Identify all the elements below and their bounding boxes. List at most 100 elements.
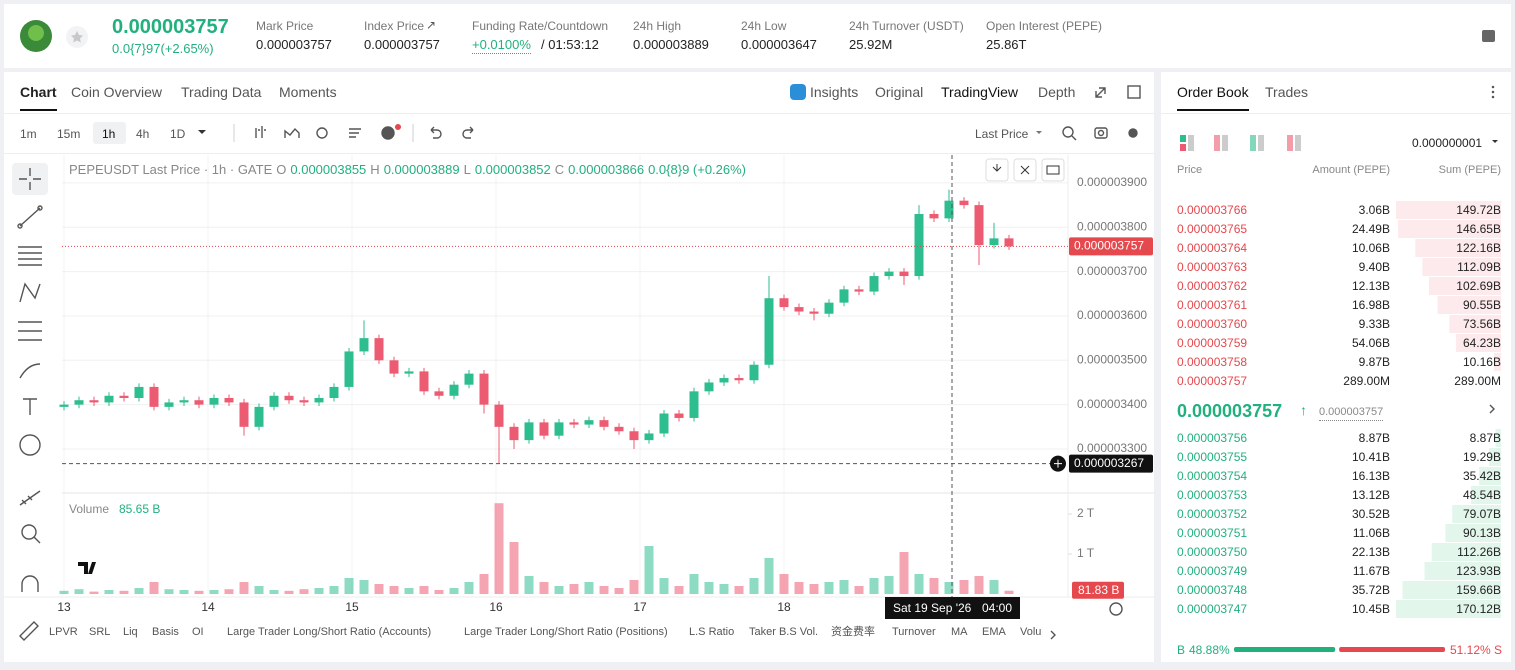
volume-bar [209, 590, 219, 594]
indicator-tab[interactable]: Large Trader Long/Short Ratio (Positions… [464, 626, 668, 638]
candle-body [959, 200, 969, 206]
interval[interactable]: 15m [57, 127, 81, 141]
volume-label: Volume [69, 502, 110, 516]
indicator-tab[interactable]: LPVR [49, 626, 78, 638]
legend-item: 0.000003852 [474, 162, 551, 177]
indicator-tab[interactable]: Liq [123, 626, 138, 638]
depth-bar [1415, 239, 1501, 257]
indicator-tab[interactable]: Basis [152, 626, 179, 638]
volume-bar [449, 588, 459, 594]
depth-bar [1424, 562, 1501, 580]
chart-view[interactable]: Insights [810, 84, 859, 100]
interval[interactable]: 1m [20, 127, 37, 141]
chart-tab[interactable]: Moments [279, 84, 337, 100]
indicator-tab[interactable]: L.S Ratio [689, 626, 735, 638]
book-sum: 159.66B [1456, 583, 1501, 597]
order-book-layout-icons [1180, 135, 1301, 151]
depth-bar [1422, 258, 1501, 276]
price-change: 0.0{7}97(+2.65%) [112, 41, 214, 56]
candle-body [404, 371, 414, 374]
chart-tab[interactable]: Coin Overview [71, 84, 163, 100]
chart-button-icon [1046, 165, 1060, 175]
book-sum: 102.69B [1456, 279, 1501, 293]
volume-bar [869, 578, 879, 594]
indicator-tab[interactable]: 资金费率 [831, 626, 875, 638]
volume-bar [74, 589, 84, 594]
indicator-tab[interactable]: OI [192, 626, 204, 638]
book-price: 0.000003763 [1177, 260, 1248, 274]
chart-view[interactable]: TradingView [941, 84, 1019, 100]
fullscreen-icon[interactable] [1095, 87, 1106, 98]
candle-body [239, 402, 249, 427]
chart-view[interactable]: Depth [1038, 84, 1076, 100]
candle-body [779, 298, 789, 308]
book-sum: 149.72B [1456, 203, 1501, 217]
stat-value: 0.000003889 [633, 37, 709, 52]
volume-bar [134, 588, 144, 594]
volume-bar [899, 552, 909, 594]
chart-tab[interactable]: Chart [20, 84, 57, 111]
book-amount: 8.87B [1358, 431, 1390, 445]
indicator-tab[interactable]: MA [951, 626, 968, 638]
indicator-tab[interactable]: Volu [1020, 626, 1042, 638]
book-amount: 16.98B [1351, 298, 1390, 312]
indicator-tab[interactable]: Turnover [892, 626, 936, 638]
candle-body [509, 426, 519, 441]
volume-bar [824, 582, 834, 594]
layout-icon[interactable] [1482, 30, 1495, 42]
volume-bar [734, 586, 744, 594]
volume-bar [554, 586, 564, 594]
candle-body [929, 213, 939, 219]
volume-bar [284, 590, 294, 594]
indicator-tab[interactable]: SRL [89, 626, 111, 638]
book-tab[interactable]: Trades [1265, 84, 1309, 100]
candle-body [824, 302, 834, 314]
volume-bar [974, 576, 984, 594]
precision[interactable]: 0.000000001 [1412, 136, 1483, 150]
depth-bar [1428, 277, 1501, 295]
chart-view[interactable]: Original [875, 84, 924, 100]
last-price: 0.000003757 [112, 16, 229, 38]
volume-bar [404, 588, 414, 594]
book-price: 0.000003765 [1177, 222, 1248, 236]
candle-body [899, 271, 909, 277]
candle-body [734, 378, 744, 381]
volume-bar [329, 586, 339, 594]
volume-bar [254, 586, 264, 594]
x-tick-label: 15 [345, 600, 359, 614]
volume-bar [224, 589, 234, 594]
window-icon[interactable] [1127, 85, 1141, 99]
candle-body [329, 386, 339, 398]
chart-tab[interactable]: Trading Data [181, 84, 262, 100]
volume-bar [374, 584, 384, 594]
depth-bar [1402, 581, 1501, 599]
candle-body [869, 276, 879, 292]
interval[interactable]: 1D [170, 127, 186, 141]
candle-body [539, 422, 549, 436]
volume-bar [944, 582, 954, 594]
book-price: 0.000003751 [1177, 526, 1248, 540]
volume-bar [839, 580, 849, 594]
price-type[interactable]: Last Price [975, 127, 1029, 141]
indicator-tab[interactable]: Taker B.S Vol. [749, 626, 819, 638]
interval[interactable]: 4h [136, 127, 150, 141]
volume-bar [389, 586, 399, 594]
crosshair-plus [1054, 459, 1062, 468]
indicator-tab[interactable]: EMA [982, 626, 1006, 638]
interval[interactable]: 1h [102, 127, 116, 141]
book-price: 0.000003750 [1177, 545, 1248, 559]
volume-bar [599, 586, 609, 594]
x-tick-label: 13 [57, 600, 71, 614]
y-tick-label: 0.000003400 [1077, 397, 1147, 411]
crosshair-time: 04:00 [982, 601, 1012, 615]
chart-panel [4, 72, 1154, 662]
indicator-tab[interactable]: Large Trader Long/Short Ratio (Accounts) [227, 626, 432, 638]
book-amount: 289.00M [1343, 374, 1390, 388]
stat-value: 25.92M [849, 37, 893, 52]
volume-bar [779, 574, 789, 594]
volume-bar [119, 590, 129, 594]
book-sum: 10.16B [1462, 355, 1501, 369]
book-tab[interactable]: Order Book [1177, 84, 1249, 111]
candle-body [89, 400, 99, 403]
